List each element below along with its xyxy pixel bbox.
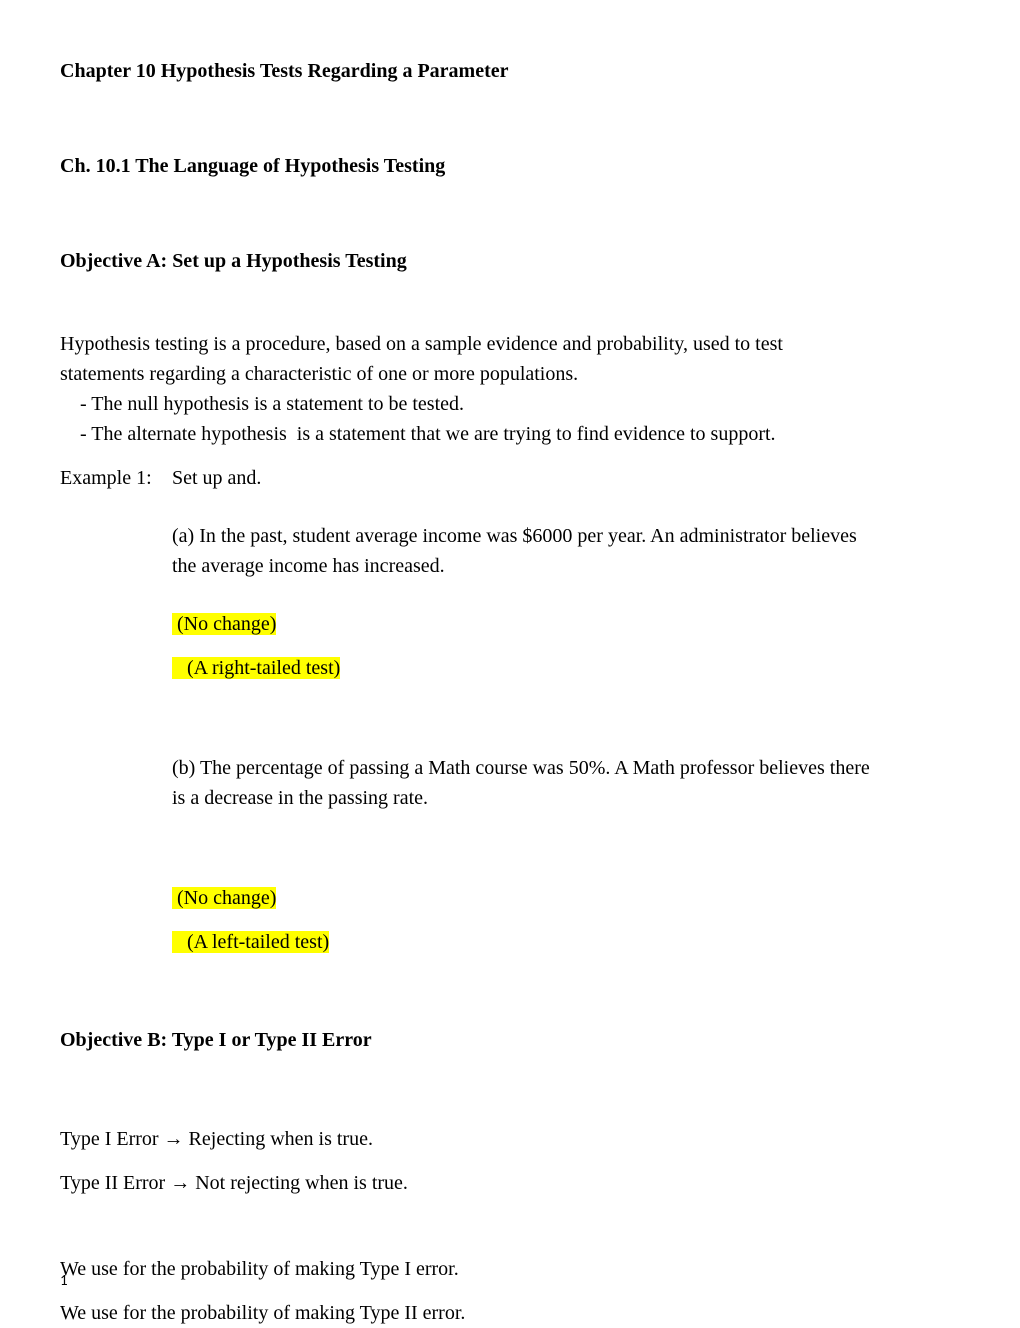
objective-b-heading: Objective B: Type I or Type II Error xyxy=(60,1029,960,1052)
prob-type2: We use for the probability of making Typ… xyxy=(60,1298,960,1328)
part-b-highlight2: (A left-tailed test) xyxy=(172,927,960,957)
probabilities: We use for the probability of making Typ… xyxy=(60,1254,960,1328)
part-a: (a) In the past, student average income … xyxy=(172,521,960,581)
bullet-null-hypothesis: - The null hypothesis is a statement to … xyxy=(60,393,464,415)
highlight-no-change-a: (No change) xyxy=(172,613,276,635)
chapter-title: Chapter 10 Hypothesis Tests Regarding a … xyxy=(60,60,960,83)
part-a-line2: the average income has increased. xyxy=(172,555,445,577)
part-b: (b) The percentage of passing a Math cou… xyxy=(172,753,960,813)
part-a-highlight2: (A right-tailed test) xyxy=(172,653,960,683)
highlight-right-tailed: (A right-tailed test) xyxy=(172,657,340,679)
part-b-line2: is a decrease in the passing rate. xyxy=(172,787,428,809)
bullet-alternate-hypothesis: - The alternate hypothesis is a statemen… xyxy=(60,423,776,445)
example-body: Set up and. (a) In the past, student ave… xyxy=(172,463,960,957)
prob-type1: We use for the probability of making Typ… xyxy=(60,1254,960,1284)
type1-error: Type I Error → Rejecting when is true. xyxy=(60,1124,960,1154)
highlight-left-tailed: (A left-tailed test) xyxy=(172,931,329,953)
example-label: Example 1: xyxy=(60,463,172,957)
part-a-line1: (a) In the past, student average income … xyxy=(172,525,857,547)
part-b-highlight1: (No change) xyxy=(172,883,960,913)
type2-error: Type II Error → Not rejecting when is tr… xyxy=(60,1168,960,1198)
page-number: 1 xyxy=(60,1272,68,1290)
part-a-highlight1: (No change) xyxy=(172,609,960,639)
intro-line2: statements regarding a characteristic of… xyxy=(60,363,578,385)
example-setup: Set up and. xyxy=(172,463,960,493)
part-b-line1: (b) The percentage of passing a Math cou… xyxy=(172,757,870,779)
intro-line1: Hypothesis testing is a procedure, based… xyxy=(60,333,783,355)
example-1: Example 1: Set up and. (a) In the past, … xyxy=(60,463,960,957)
type-errors: Type I Error → Rejecting when is true. T… xyxy=(60,1124,960,1198)
section-title: Ch. 10.1 The Language of Hypothesis Test… xyxy=(60,155,960,178)
highlight-no-change-b: (No change) xyxy=(172,887,276,909)
objective-a-heading: Objective A: Set up a Hypothesis Testing xyxy=(60,250,960,273)
intro-paragraph: Hypothesis testing is a procedure, based… xyxy=(60,329,960,449)
